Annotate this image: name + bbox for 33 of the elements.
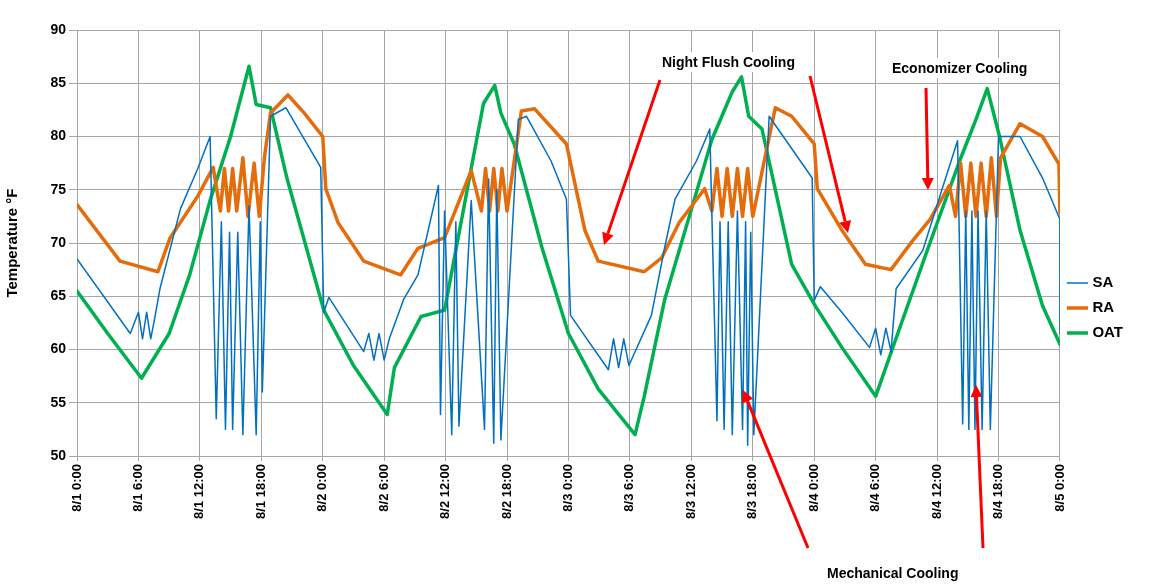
y-tick-label: 50 [50,446,67,463]
x-tick-label: 8/4 18:00 [990,464,1006,519]
y-tick-label: 65 [50,287,67,304]
x-tick-label: 8/4 0:00 [805,464,821,512]
x-tick-label: 8/2 6:00 [375,464,391,512]
y-tick-label: 80 [50,127,67,144]
x-tick-label: 8/3 6:00 [621,464,637,512]
annotation: Night Flush Cooling [658,52,799,72]
y-tick-label: 85 [50,74,67,91]
legend-label: RA [1092,298,1115,316]
x-tick-label: 8/4 12:00 [928,464,944,519]
x-tick-label: 8/1 12:00 [191,464,207,519]
y-tick-label: 70 [50,233,67,250]
annotation: Economizer Cooling [888,58,1032,78]
x-tick-label: 8/1 18:00 [252,464,268,519]
x-tick-label: 8/3 12:00 [682,464,698,519]
x-tick-label: 8/3 18:00 [744,464,760,519]
x-tick-label: 8/5 0:00 [1051,464,1067,512]
x-tick-label: 8/4 6:00 [867,464,883,512]
x-tick-label: 8/3 0:00 [560,464,576,512]
y-tick-label: 75 [50,180,67,197]
y-tick-label: 90 [50,20,67,37]
y-axis-title: Temperature °F [3,188,21,298]
y-tick-label: 55 [50,393,67,410]
legend-label: OAT [1092,323,1124,341]
x-tick-label: 8/1 6:00 [130,464,146,512]
y-tick-label: 60 [50,340,67,357]
x-tick-label: 8/1 0:00 [68,464,84,512]
x-tick-label: 8/2 0:00 [314,464,330,512]
text: Mechanical Cooling [823,563,963,583]
legend-label: SA [1092,273,1114,291]
x-tick-label: 8/2 12:00 [437,464,453,519]
x-tick-label: 8/2 18:00 [498,464,514,519]
